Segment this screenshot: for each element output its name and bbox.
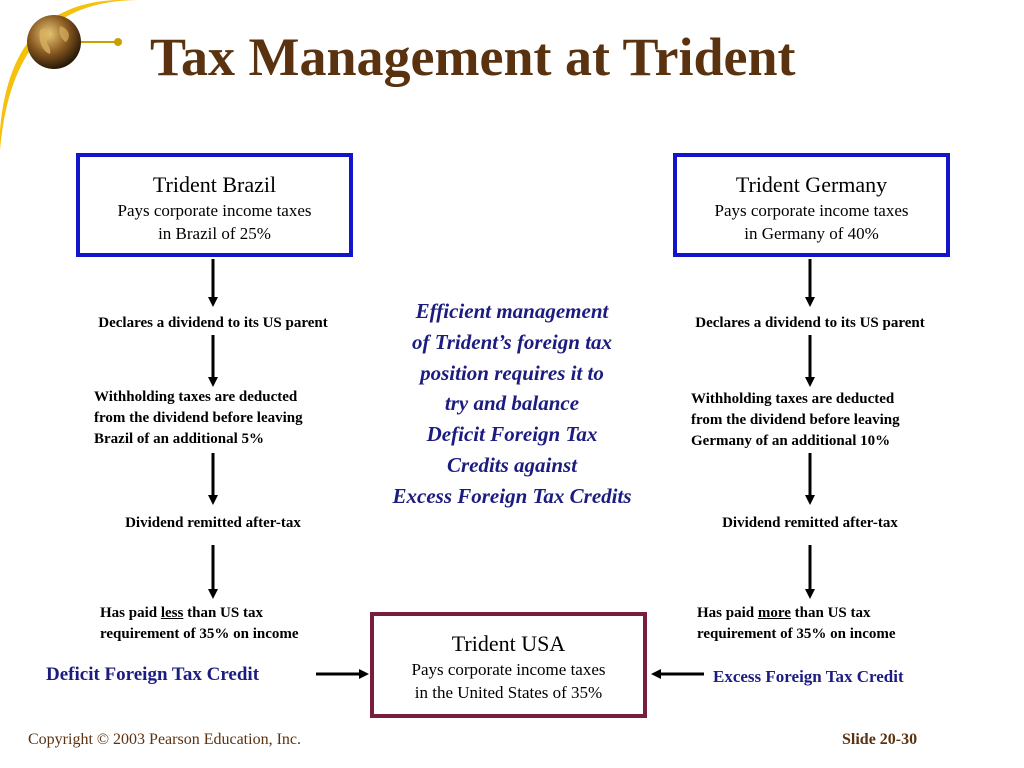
trident-brazil-box: Trident Brazil Pays corporate income tax…: [76, 153, 353, 257]
usa-box-line2: in the United States of 35%: [414, 683, 603, 702]
germany-withholding-line2: from the dividend before leaving: [691, 412, 900, 428]
germany-withholding-line3: Germany of an additional 10%: [691, 433, 891, 449]
germany-withholding-text: Withholding taxes are deducted from the …: [691, 389, 971, 452]
globe-icon: [27, 15, 81, 69]
germany-box-title: Trident Germany: [735, 172, 888, 197]
germany-paid-suffix: than US tax: [790, 605, 871, 621]
trident-germany-box: Trident Germany Pays corporate income ta…: [673, 153, 950, 257]
germany-paid-text: Has paid more than US tax requirement of…: [697, 603, 957, 645]
brazil-box-line1: Pays corporate income taxes: [117, 201, 312, 220]
statement-line-2: of Trident’s foreign tax: [411, 329, 613, 354]
statement-line-5: Deficit Foreign Tax: [426, 422, 598, 447]
statement-line-3: position requires it to: [420, 360, 604, 385]
brazil-box-title: Trident Brazil: [152, 172, 277, 197]
deficit-foreign-tax-credit-label: Deficit Foreign Tax Credit: [46, 664, 260, 685]
germany-paid-emphasis: more: [757, 605, 791, 621]
germany-paid-prefix: Has paid: [697, 605, 758, 621]
brazil-withholding-text: Withholding taxes are deducted from the …: [94, 387, 374, 450]
germany-declare-text: Declares a dividend to its US parent: [695, 315, 925, 331]
brazil-withholding-line1: Withholding taxes are deducted: [94, 389, 298, 405]
brazil-withholding-line2: from the dividend before leaving: [94, 410, 303, 426]
germany-withholding-line1: Withholding taxes are deducted: [691, 391, 895, 407]
statement-line-6: Credits against: [446, 452, 578, 477]
germany-box-line1: Pays corporate income taxes: [714, 201, 909, 220]
brazil-paid-line2: requirement of 35% on income: [100, 626, 299, 642]
brazil-paid-line1: Has paid less than US tax: [100, 603, 360, 624]
brazil-paid-text: Has paid less than US tax requirement of…: [100, 603, 360, 645]
copyright-text: Copyright © 2003 Pearson Education, Inc.: [28, 731, 301, 748]
germany-paid-line2: requirement of 35% on income: [697, 626, 896, 642]
brazil-withholding-line3: Brazil of an additional 5%: [94, 431, 265, 447]
statement-line-1: Efficient management: [415, 299, 609, 323]
germany-paid-line1: Has paid more than US tax: [697, 603, 957, 624]
brazil-remitted-text: Dividend remitted after-tax: [125, 515, 301, 531]
page-title: Tax Management at Trident: [150, 27, 796, 87]
brazil-box-line2: in Brazil of 25%: [158, 224, 271, 243]
statement-line-4: try and balance: [444, 391, 580, 416]
trident-usa-box: Trident USA Pays corporate income taxes …: [370, 612, 647, 718]
slide-number: Slide 20-30: [842, 731, 918, 748]
brazil-declare-text: Declares a dividend to its US parent: [98, 315, 328, 331]
excess-foreign-tax-credit-label: Excess Foreign Tax Credit: [713, 667, 904, 686]
brazil-paid-emphasis: less: [160, 605, 184, 621]
germany-remitted-text: Dividend remitted after-tax: [722, 515, 898, 531]
brazil-paid-suffix: than US tax: [183, 605, 263, 621]
usa-box-title: Trident USA: [451, 631, 566, 656]
usa-box-line1: Pays corporate income taxes: [411, 660, 606, 679]
brazil-paid-prefix: Has paid: [100, 605, 161, 621]
statement-line-7: Excess Foreign Tax Credits: [392, 483, 632, 508]
tax-balance-statement: Efficient management of Trident’s foreig…: [352, 296, 672, 512]
germany-box-line2: in Germany of 40%: [744, 224, 879, 243]
